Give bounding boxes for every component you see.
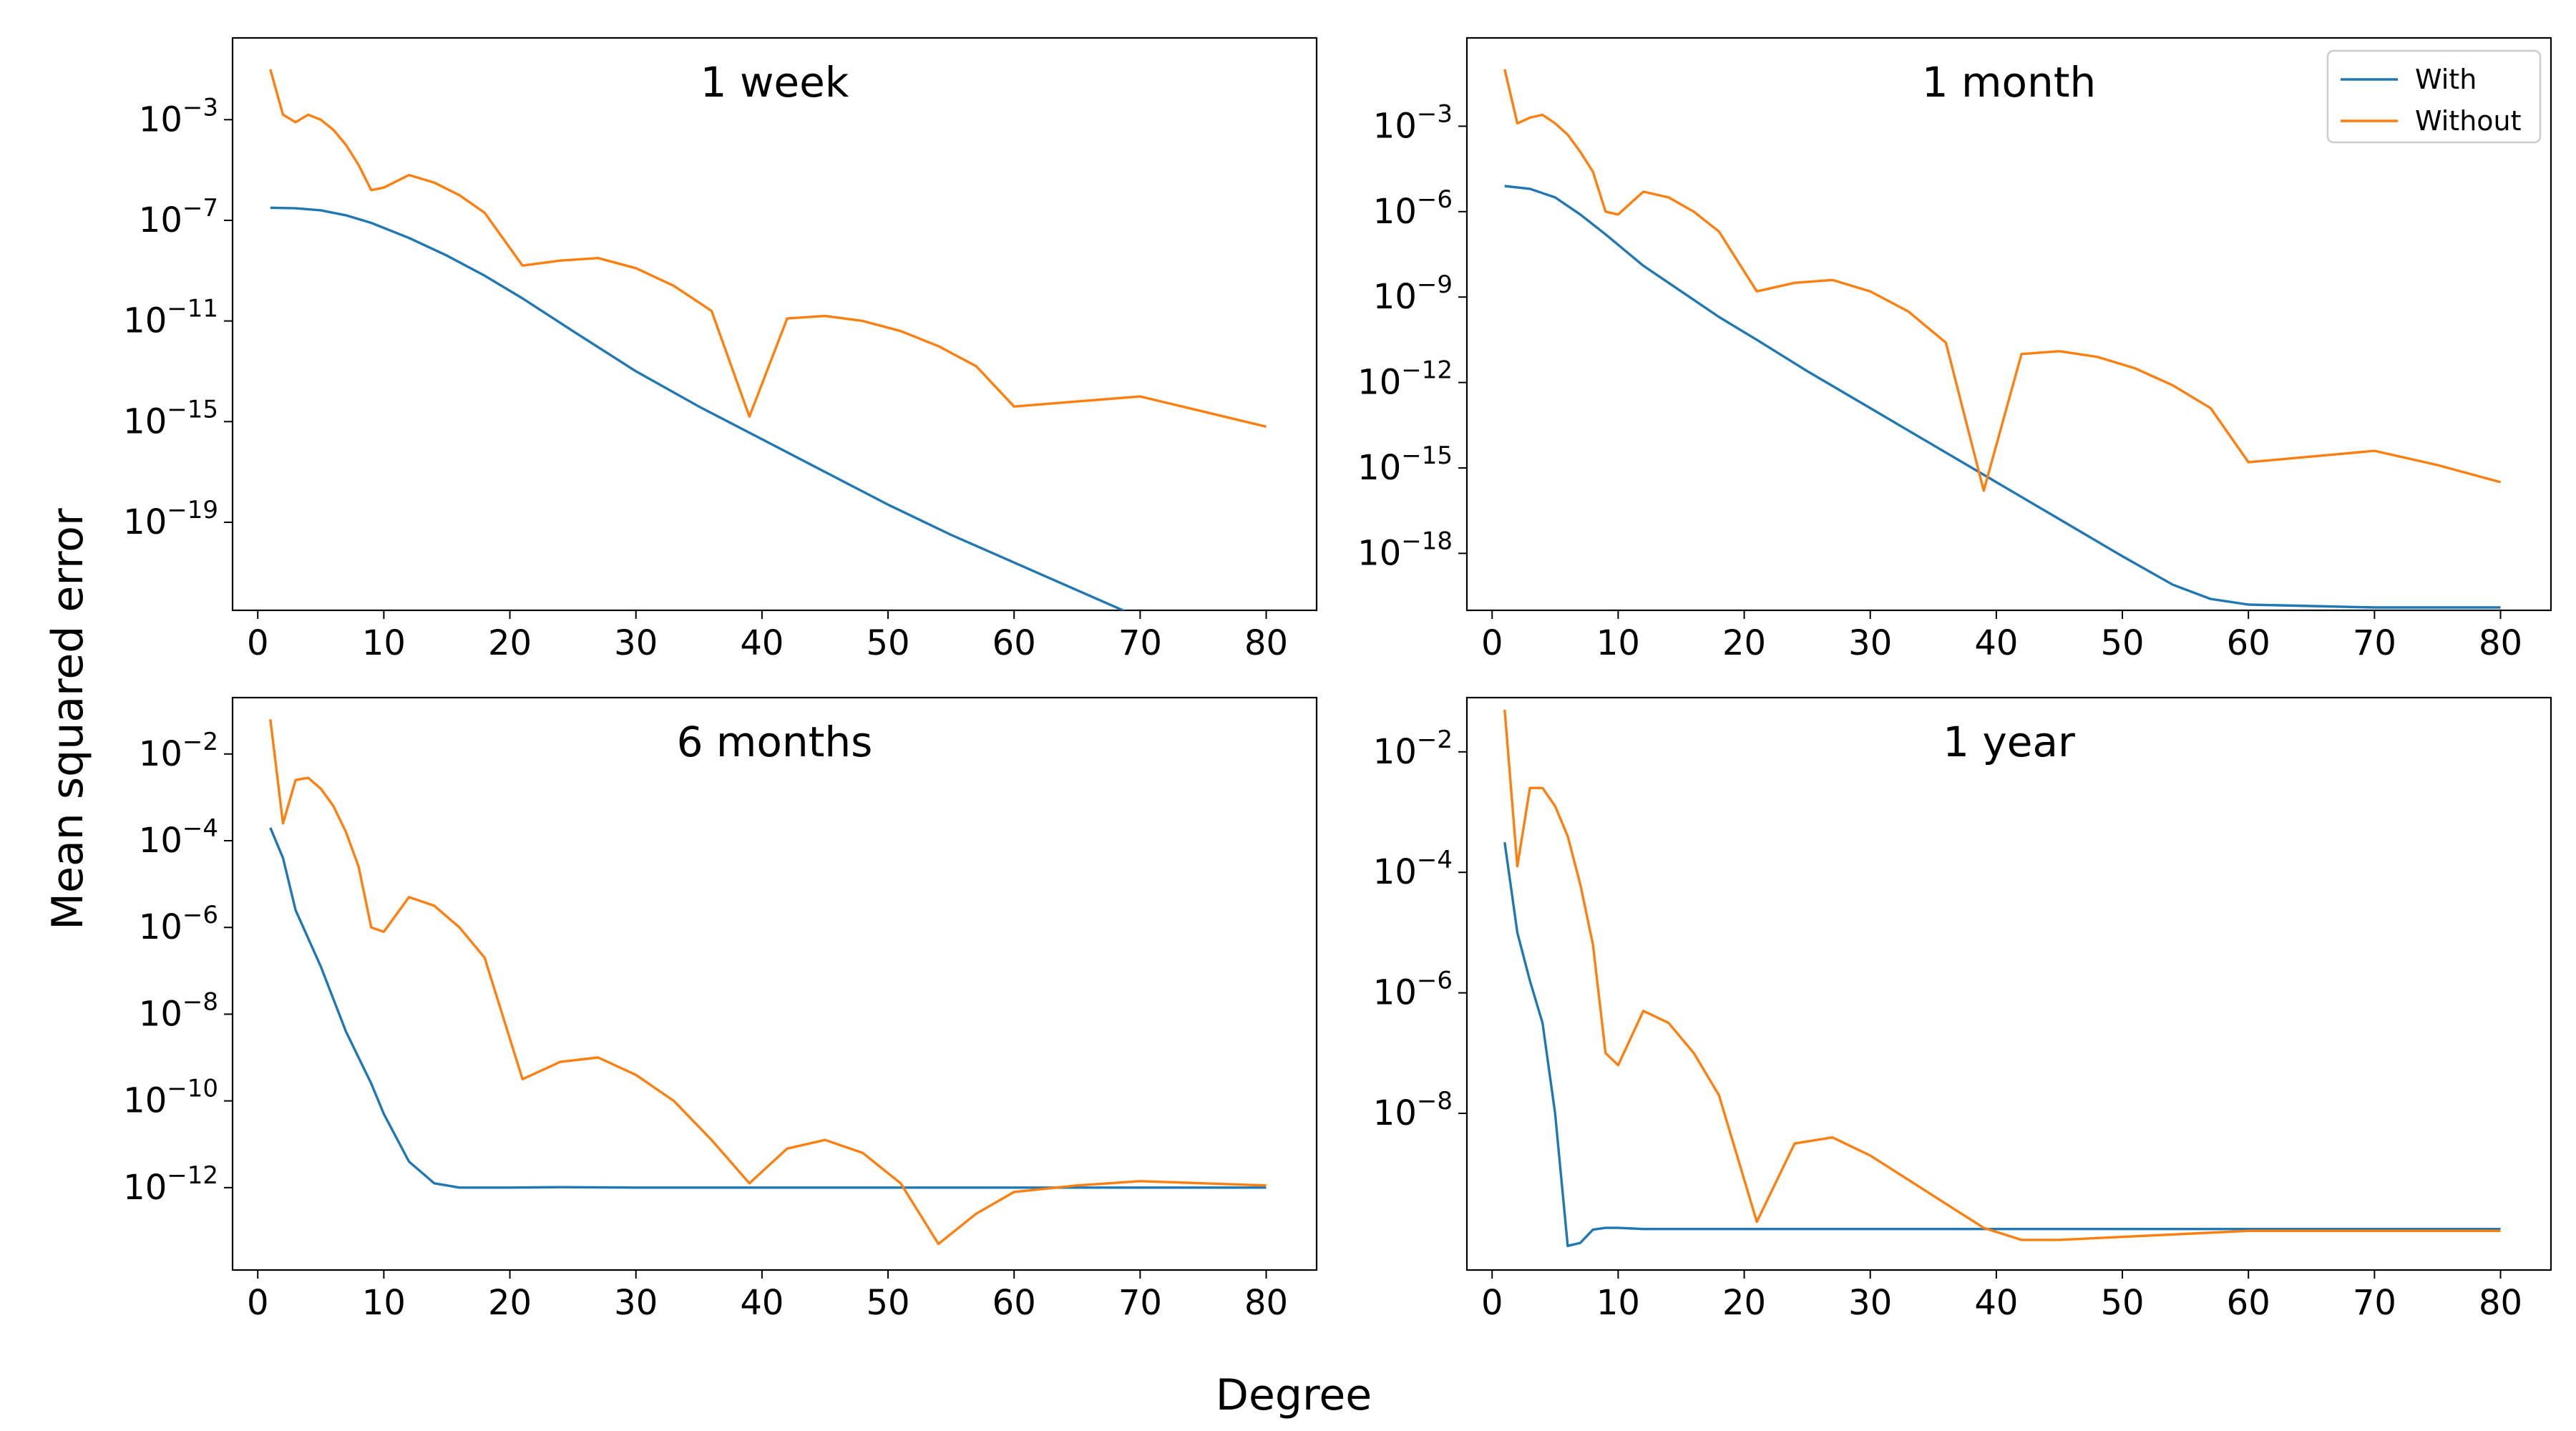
y-tick-label: 10−12 <box>1357 356 1453 403</box>
x-tick-label: 30 <box>1848 1283 1892 1323</box>
series-group <box>1503 709 2501 1248</box>
legend-label-with: With <box>2415 64 2477 95</box>
panel-title: 6 months <box>677 718 873 766</box>
x-tick-label: 80 <box>2479 1283 2522 1323</box>
y-tick-label: 10−4 <box>139 814 218 861</box>
y-tick-label: 10−15 <box>1357 441 1453 488</box>
x-tick-label: 0 <box>1481 1283 1503 1323</box>
panel-title: 1 year <box>1943 718 2075 766</box>
y-tick-label: 10−10 <box>123 1075 218 1121</box>
x-tick-label: 40 <box>1974 1283 2018 1323</box>
y-tick-label: 10−6 <box>139 901 218 947</box>
x-tick-label: 40 <box>740 1283 784 1323</box>
x-tick-label: 50 <box>2101 1283 2145 1323</box>
x-tick-label: 10 <box>362 623 406 663</box>
x-tick-label: 50 <box>867 1283 910 1323</box>
x-tick-label: 20 <box>1722 1283 1766 1323</box>
x-tick-label: 0 <box>1481 623 1503 663</box>
figure-x-label: Degree <box>1216 1370 1372 1420</box>
x-tick-label: 80 <box>2479 623 2522 663</box>
y-tick-label: 10−19 <box>123 496 218 542</box>
x-tick-label: 30 <box>614 623 658 663</box>
x-tick-label: 70 <box>1118 1283 1162 1323</box>
series-line-without <box>269 719 1267 1246</box>
panel-1: 0 10 20 30 40 50 60 70 80 10−3 10−7 10−11 10−15 10−19… <box>123 36 1318 663</box>
x-tick-label: 70 <box>1118 623 1162 663</box>
series-line-with <box>1504 185 2501 609</box>
x-tick-label: 40 <box>740 623 784 663</box>
x-tick-label: 10 <box>1596 623 1640 663</box>
series-line-without <box>1503 709 2501 1241</box>
y-tick-label: 10−3 <box>1373 99 1453 146</box>
y-tick-label: 10−9 <box>1373 270 1453 317</box>
x-tick-label: 60 <box>2227 623 2270 663</box>
legend: With Without <box>2326 49 2542 144</box>
axes-frame <box>231 36 1318 612</box>
series-line-without <box>1503 69 2501 492</box>
x-tick-label: 60 <box>992 1283 1036 1323</box>
x-tick-label: 30 <box>1848 623 1892 663</box>
y-tick-label: 10−18 <box>1357 527 1453 573</box>
x-tick-label: 80 <box>1244 623 1288 663</box>
series-line-with <box>269 827 1267 1189</box>
y-tick-label: 10−6 <box>1373 185 1453 232</box>
figure-y-label: Mean squared error <box>43 508 93 930</box>
panel-2: 0 10 20 30 40 50 60 70 80 10−3 10−6 10−9 10−12 10−15 1… <box>1357 36 2552 663</box>
x-tick-label: 50 <box>2101 623 2145 663</box>
y-tick-label: 10−3 <box>139 93 218 140</box>
x-tick-label: 50 <box>867 623 910 663</box>
x-tick-label: 30 <box>614 1283 658 1323</box>
legend-label-without: Without <box>2415 105 2522 137</box>
x-tick-label: 10 <box>1596 1283 1640 1323</box>
y-tick-label: 10−4 <box>1373 846 1453 892</box>
series-group <box>1503 69 2501 609</box>
x-tick-label: 40 <box>1974 623 2018 663</box>
y-tick-label: 10−15 <box>123 395 218 441</box>
axes-frame <box>1465 696 2552 1271</box>
series-group <box>269 719 1267 1246</box>
x-tick-label: 0 <box>247 623 269 663</box>
panel-4: 0 10 20 30 40 50 60 70 80 10−2 10−4 10−6 10−8 1 year <box>1373 696 2552 1323</box>
x-tick-label: 70 <box>2353 623 2396 663</box>
panel-title: 1 month <box>1922 58 2097 107</box>
x-tick-label: 20 <box>488 623 532 663</box>
axes-frame <box>231 696 1318 1271</box>
legend-box <box>2326 49 2542 144</box>
x-tick-label: 20 <box>488 1283 532 1323</box>
series-group <box>269 69 1267 610</box>
y-tick-label: 10−2 <box>1373 726 1453 772</box>
y-tick-label: 10−8 <box>139 987 218 1034</box>
y-tick-label: 10−12 <box>123 1161 218 1208</box>
y-tick-label: 10−7 <box>139 194 218 240</box>
x-tick-label: 70 <box>2353 1283 2396 1323</box>
axes-frame <box>1465 36 2552 612</box>
x-tick-label: 60 <box>2227 1283 2270 1323</box>
y-tick-label: 10−2 <box>139 728 218 774</box>
y-tick-label: 10−8 <box>1373 1087 1453 1133</box>
x-tick-label: 20 <box>1722 623 1766 663</box>
series-line-without <box>269 69 1267 428</box>
y-tick-label: 10−6 <box>1373 967 1453 1013</box>
y-tick-label: 10−11 <box>123 295 218 341</box>
x-tick-label: 80 <box>1244 1283 1288 1323</box>
x-tick-label: 10 <box>362 1283 406 1323</box>
series-line-with <box>270 206 1126 610</box>
x-tick-label: 60 <box>992 623 1036 663</box>
series-line-with <box>1503 841 2501 1248</box>
panel-title: 1 week <box>701 58 849 107</box>
panels: 0 10 20 30 40 50 60 70 80 10−3 10−7 10−11 10−15 10−19… <box>123 36 2552 1323</box>
panel-3: 0 10 20 30 40 50 60 70 80 10−2 10−4 10−6 10−8 10−10 10… <box>123 696 1318 1323</box>
x-tick-label: 0 <box>247 1283 269 1323</box>
